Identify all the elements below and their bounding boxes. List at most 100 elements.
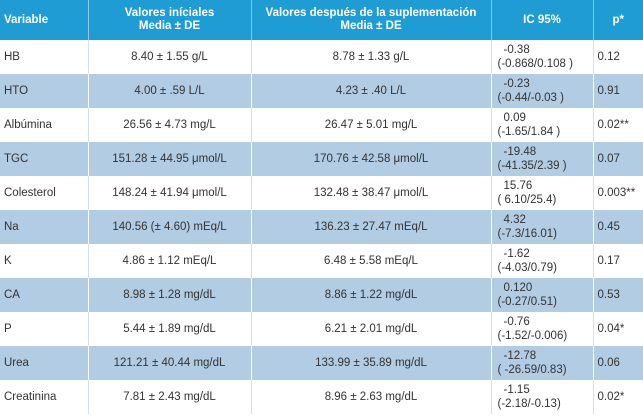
ic-value: -1.15 — [503, 384, 530, 396]
ic-value: 0.120 — [503, 282, 533, 294]
table-row: Urea 121.21 ± 40.44 mg/dL 133.99 ± 35.89 m… — [0, 346, 643, 380]
cell-p: 0.91 — [597, 85, 620, 97]
header-after-line2: Media ± DE — [340, 20, 402, 32]
cell-initial: 151.28 ± 44.95 μmol/L — [88, 142, 252, 176]
ic-value: -12.78 — [503, 350, 537, 362]
table-body: HB 8.40 ± 1.55 g/L 8.78 ± 1.33 g/L -0.38 (-0… — [0, 40, 643, 414]
header-initial: Valores iníciales Media ± DE — [88, 0, 252, 40]
cell-variable: P — [0, 312, 89, 346]
table-row: K 4.86 ± 1.12 mEq/L 6.48 ± 5.58 mEq/L -1.62… — [0, 244, 643, 278]
cell-variable: K — [0, 244, 89, 278]
ic-range: (-0.44/-0.03 ) — [497, 92, 564, 104]
cell-initial: 121.21 ± 40.44 mg/dL — [88, 346, 252, 380]
ic-value: -0.38 — [503, 44, 530, 56]
cell-variable: Na — [0, 210, 89, 244]
cell-ic: -0.76 (-1.52/-0.006) — [491, 312, 594, 346]
header-p: p* — [612, 13, 625, 26]
cell-after: 4.23 ± .40 L/L — [251, 74, 492, 108]
ic-value: -0.76 — [503, 316, 530, 328]
ic-value: 15.76 — [503, 180, 533, 192]
cell-ic: -0.23 (-0.44/-0.03 ) — [491, 74, 594, 108]
table-row: P 5.44 ± 1.89 mg/dL 6.21 ± 2.01 mg/dL -0.76… — [0, 312, 643, 346]
ic-range: (-41.35/2.39 ) — [497, 160, 567, 172]
header-ic: IC 95% — [491, 0, 594, 40]
ic-range: (-4.03/0.79) — [497, 262, 557, 274]
cell-ic: 0.120 (-0.27/0.51) — [491, 278, 594, 312]
header-row: Variable Valores iníciales Media ± DE Va… — [0, 0, 643, 40]
ic-range: (-1.52/-0.006) — [497, 330, 568, 342]
cell-p: 0.12 — [597, 51, 620, 63]
cell-p: 0.02** — [597, 119, 629, 131]
cell-initial: 8.40 ± 1.55 g/L — [88, 40, 252, 74]
cell-p: 0.53 — [597, 289, 620, 301]
cell-initial: 4.00 ± .59 L/L — [88, 74, 252, 108]
cell-p: 0.45 — [597, 221, 620, 233]
cell-p: 0.02* — [597, 391, 625, 403]
cell-ic: -12.78 ( -26.59/0.83) — [491, 346, 594, 380]
ic-value: -19.48 — [503, 146, 537, 158]
cell-ic: -1.62 (-4.03/0.79) — [491, 244, 594, 278]
table-row: Colesterol 148.24 ± 41.94 μmol/L 132.48 ± … — [0, 176, 643, 210]
ic-value: -0.23 — [503, 78, 530, 90]
table-row: HTO 4.00 ± .59 L/L 4.23 ± .40 L/L -0.23 (-0.… — [0, 74, 643, 108]
cell-variable: HTO — [0, 74, 89, 108]
cell-after: 6.21 ± 2.01 mg/dL — [251, 312, 492, 346]
ic-value: 4.32 — [503, 214, 526, 226]
table-row: Na 140.56 (± 4.60) mEq/L 136.23 ± 27.47 mE… — [0, 210, 643, 244]
cell-initial: 7.81 ± 2.43 mg/dL — [88, 380, 252, 414]
cell-initial: 140.56 (± 4.60) mEq/L — [88, 210, 252, 244]
cell-after: 133.99 ± 35.89 mg/dL — [251, 346, 492, 380]
cell-p: 0.003** — [597, 187, 636, 199]
cell-ic: -19.48 (-41.35/2.39 ) — [491, 142, 594, 176]
cell-after: 136.23 ± 27.47 mEq/L — [251, 210, 492, 244]
cell-after: 6.48 ± 5.58 mEq/L — [251, 244, 492, 278]
cell-p: 0.07 — [597, 153, 620, 165]
cell-ic: 15.76 ( 6.10/25.4) — [491, 176, 594, 210]
cell-initial: 4.86 ± 1.12 mEq/L — [88, 244, 252, 278]
cell-variable: Creatinina — [0, 380, 89, 414]
cell-ic: -0.38 (-0.868/0.108 ) — [491, 40, 594, 74]
cell-variable: TGC — [0, 142, 89, 176]
ic-value: -1.62 — [503, 248, 530, 260]
table-row: TGC 151.28 ± 44.95 μmol/L 170.76 ± 42.58 μ… — [0, 142, 643, 176]
header-initial-line1: Valores iníciales — [124, 7, 215, 19]
table-row: Albúmina 26.56 ± 4.73 mg/L 26.47 ± 5.01 mg… — [0, 108, 643, 142]
table-row: Creatinina 7.81 ± 2.43 mg/dL 8.96 ± 2.63 m… — [0, 380, 643, 414]
cell-p: 0.06 — [597, 357, 620, 369]
table-header: Variable Valores iníciales Media ± DE Va… — [0, 0, 643, 40]
cell-p: 0.17 — [597, 255, 620, 267]
table-row: CA 8.98 ± 1.28 mg/dL 8.86 ± 1.22 mg/dL 0.12… — [0, 278, 643, 312]
ic-range: (-0.27/0.51) — [497, 296, 557, 308]
cell-initial: 8.98 ± 1.28 mg/dL — [88, 278, 252, 312]
cell-after: 8.78 ± 1.33 g/L — [251, 40, 492, 74]
cell-after: 26.47 ± 5.01 mg/L — [251, 108, 492, 142]
cell-variable: CA — [0, 278, 89, 312]
header-after: Valores después de la suplementación Med… — [251, 0, 492, 40]
cell-variable: Colesterol — [0, 176, 89, 210]
ic-range: (-1.65/1.84 ) — [497, 126, 561, 138]
cell-after: 8.96 ± 2.63 mg/dL — [251, 380, 492, 414]
cell-after: 8.86 ± 1.22 mg/dL — [251, 278, 492, 312]
cell-ic: -1.15 (-2.18/-0.13) — [491, 380, 594, 414]
cell-initial: 5.44 ± 1.89 mg/dL — [88, 312, 252, 346]
ic-range: ( 6.10/25.4) — [497, 194, 557, 206]
cell-after: 170.76 ± 42.58 μmol/L — [251, 142, 492, 176]
header-after-line1: Valores después de la suplementación — [265, 7, 477, 19]
header-initial-line2: Media ± DE — [138, 20, 201, 32]
ic-range: ( -26.59/0.83) — [497, 364, 567, 376]
cell-variable: Albúmina — [0, 108, 89, 142]
cell-initial: 148.24 ± 41.94 μmol/L — [88, 176, 252, 210]
ic-range: (-7.3/16.01) — [497, 228, 557, 240]
cell-ic: 0.09 (-1.65/1.84 ) — [491, 108, 594, 142]
cell-ic: 4.32 (-7.3/16.01) — [491, 210, 594, 244]
cell-variable: Urea — [0, 346, 89, 380]
header-variable: Variable — [0, 0, 89, 40]
table-row: HB 8.40 ± 1.55 g/L 8.78 ± 1.33 g/L -0.38 (-0… — [0, 40, 643, 74]
cell-after: 132.48 ± 38.47 μmol/L — [251, 176, 492, 210]
ic-range: (-2.18/-0.13) — [497, 398, 561, 410]
ic-value: 0.09 — [503, 112, 526, 124]
cell-variable: HB — [0, 40, 89, 74]
ic-range: (-0.868/0.108 ) — [497, 58, 573, 70]
cell-initial: 26.56 ± 4.73 mg/L — [88, 108, 252, 142]
